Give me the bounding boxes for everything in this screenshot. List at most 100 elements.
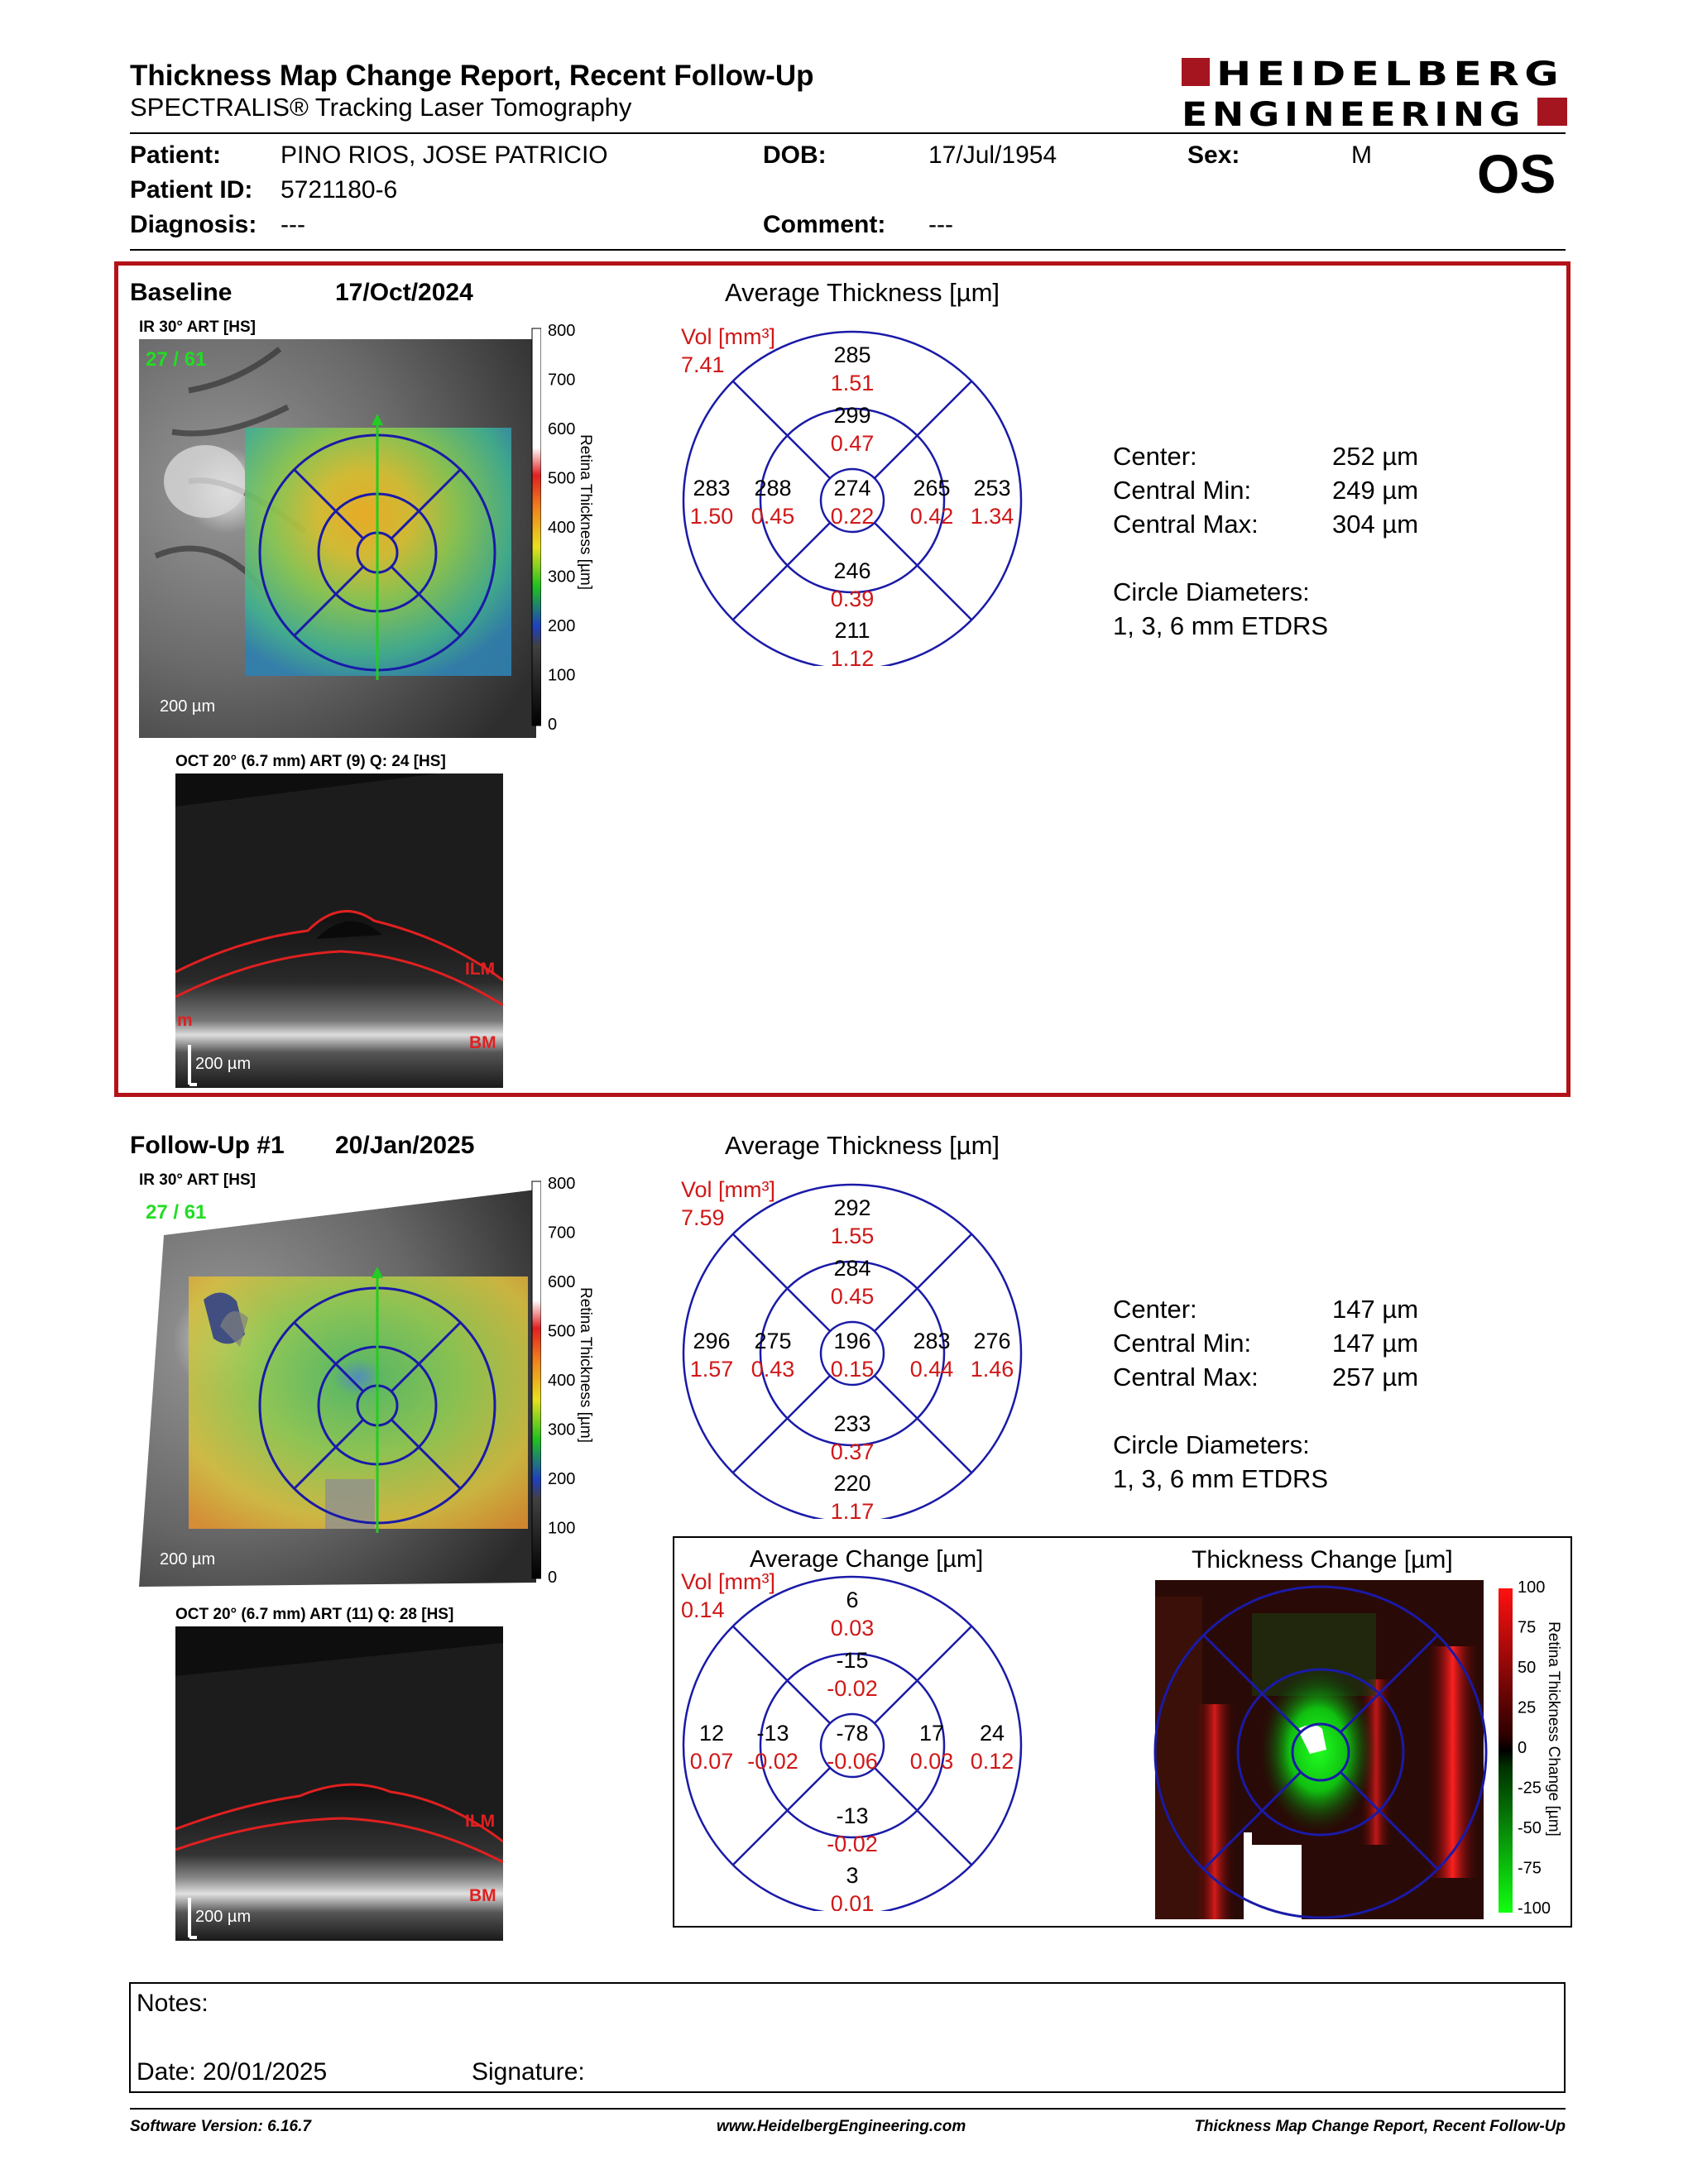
followup-grid-vol-total: 7.59: [681, 1205, 725, 1230]
followup-colorbar-ticks: 800 700 600 500 400 300 200 100 0: [546, 1169, 604, 1587]
dob-label: DOB:: [763, 141, 827, 169]
change-colorbar-tick: -25: [1518, 1779, 1542, 1798]
baseline-grid-vol-total: 7.41: [681, 352, 725, 377]
followup-grid-outer-top-thickness: 292: [833, 1195, 870, 1220]
followup-center-value: 147 µm: [1332, 1295, 1419, 1324]
followup-grid-outer-left-volume: 1.57: [690, 1357, 734, 1382]
baseline-grid-outer-right-thickness: 253: [973, 476, 1010, 500]
baseline-min-label: Central Min:: [1113, 476, 1252, 505]
footer-divider: [130, 2108, 1566, 2110]
baseline-grid-outer-top-thickness: 285: [833, 342, 870, 367]
followup-grid-outer-right-volume: 1.46: [971, 1357, 1014, 1382]
baseline-ir-scale: 200 µm: [160, 697, 215, 716]
baseline-colorbar-ticks: 800 700 600 500 400 300 200 100 0: [546, 316, 604, 734]
change-colorbar-title: Retina Thickness Change [µm]: [1541, 1621, 1566, 1886]
baseline-grid-outer-bottom-volume: 1.12: [831, 646, 875, 666]
followup-grid-outer-top-volume: 1.55: [831, 1224, 875, 1248]
baseline-frame-counter: 27 / 61: [146, 348, 206, 371]
baseline-grid-inner-bottom-volume: 0.39: [831, 587, 875, 611]
baseline-grid-inner-ring: [759, 407, 946, 594]
baseline-grid-center-thickness: 274: [833, 476, 870, 500]
followup-oct-label: OCT 20° (6.7 mm) ART (11) Q: 28 [HS]: [175, 1606, 454, 1623]
followup-etdrs-grid: Vol [mm³] 7.59 292 1.55 284 0.45 296 1.57 275 0.4…: [679, 1171, 1051, 1524]
logo-line2: ENGINEERING: [1182, 96, 1525, 132]
notes-date: Date: 20/01/2025: [137, 2058, 328, 2086]
baseline-grid-outer-right-volume: 1.34: [971, 504, 1014, 529]
baseline-colorbar-tick: 200: [548, 617, 575, 635]
change-grid-inner-top-volume: -0.02: [827, 1676, 878, 1701]
sex-value: M: [1351, 141, 1372, 169]
baseline-grid-inner-top-thickness: 299: [833, 403, 870, 428]
footer-url[interactable]: www.HeidelbergEngineering.com: [717, 2118, 966, 2135]
report-subtitle: SPECTRALIS® Tracking Laser Tomography: [130, 93, 632, 122]
baseline-center-value: 252 µm: [1332, 442, 1419, 471]
logo-line1: HEIDELBERG: [1216, 55, 1564, 93]
followup-grid-inner-left-thickness: 275: [754, 1329, 791, 1353]
sex-label: Sex:: [1187, 141, 1240, 169]
change-colorbar-tick: 75: [1518, 1619, 1536, 1637]
baseline-grid-outer-top-volume: 1.51: [831, 371, 875, 395]
svg-text:Retina Thickness [µm]: Retina Thickness [µm]: [577, 434, 594, 590]
change-grid-outer-top-thickness: 6: [846, 1588, 858, 1612]
change-grid-center-volume: -0.06: [827, 1749, 878, 1774]
patient-label: Patient:: [130, 141, 222, 169]
diagnosis-label: Diagnosis:: [130, 211, 257, 238]
change-grid-outer-right-volume: 0.12: [971, 1749, 1014, 1774]
baseline-ir-label: IR 30° ART [HS]: [139, 318, 256, 336]
baseline-grid-outer-bottom-thickness: 211: [834, 618, 870, 643]
change-grid-center-ring: [819, 1712, 885, 1779]
followup-oct-bscan: ILM BM 200 µm: [175, 1626, 504, 1941]
patient-id-value: 5721180-6: [281, 176, 398, 204]
followup-colorbar-tick: 800: [548, 1175, 575, 1193]
baseline-colorbar-tick: 800: [548, 322, 575, 340]
change-grid-center-thickness: -78: [836, 1721, 868, 1746]
followup-grid-center-volume: 0.15: [831, 1357, 875, 1382]
baseline-max-value: 304 µm: [1332, 510, 1419, 539]
followup-max-label: Central Max:: [1113, 1363, 1259, 1391]
followup-avg-thickness-title: Average Thickness [µm]: [725, 1131, 1000, 1160]
followup-diam-label: Circle Diameters:: [1113, 1430, 1310, 1459]
comment-value: ---: [928, 211, 953, 238]
eye-indicator: OS: [1477, 143, 1556, 204]
baseline-grid-inner-right-thickness: 265: [913, 476, 950, 500]
change-grid-inner-bottom-volume: -0.02: [827, 1832, 878, 1856]
patient-name: PINO RIOS, JOSE PATRICIO: [281, 141, 608, 169]
baseline-min-value: 249 µm: [1332, 476, 1419, 505]
notes-box[interactable]: [129, 1982, 1566, 2093]
followup-grid-vol-label: Vol [mm³]: [681, 1177, 775, 1202]
baseline-ir-thickness-map: IR 30° ART [HS] 27 / 61 200 µm: [139, 316, 542, 738]
followup-colorbar-tick: 700: [548, 1224, 575, 1243]
followup-bm-label: BM: [469, 1886, 496, 1905]
followup-ir-thickness-map: IR 30° ART [HS] 27 / 61 200 µm: [139, 1169, 542, 1591]
change-colorbar-ticks: 100 75 50 25 0 -25 -50 -75 -100: [1516, 1576, 1557, 1923]
notes-label: Notes:: [137, 1990, 209, 2017]
thickness-change-map-title: Thickness Change [µm]: [1192, 1546, 1453, 1573]
followup-colorbar-tick: 100: [548, 1520, 575, 1538]
footer-software-version: Software Version: 6.16.7: [130, 2118, 311, 2135]
report-title: Thickness Map Change Report, Recent Foll…: [130, 60, 814, 92]
comment-label: Comment:: [763, 211, 886, 238]
change-grid-outer-bottom-volume: 0.01: [831, 1891, 875, 1911]
patient-id-label: Patient ID:: [130, 176, 253, 204]
change-grid-inner-top-thickness: -15: [836, 1648, 868, 1673]
change-grid-inner-right-thickness: 17: [919, 1721, 944, 1746]
followup-colorbar-tick: 300: [548, 1421, 575, 1439]
baseline-grid-center-ring: [819, 467, 885, 534]
followup-ir-label: IR 30° ART [HS]: [139, 1171, 256, 1189]
header-divider: [130, 132, 1566, 134]
change-grid-inner-ring: [759, 1652, 946, 1839]
baseline-grid-inner-right-volume: 0.42: [910, 504, 954, 529]
followup-ir-scale: 200 µm: [160, 1550, 215, 1569]
change-grid-outer-left-thickness: 12: [699, 1721, 724, 1746]
baseline-diam-value: 1, 3, 6 mm ETDRS: [1113, 611, 1329, 640]
baseline-etdrs-grid: Vol [mm³] 7.41 285 1.51 299 0.47 283 1.50 288 0.4…: [679, 318, 1051, 671]
change-colorbar-tick: 0: [1518, 1739, 1527, 1757]
baseline-oct-label: OCT 20° (6.7 mm) ART (9) Q: 24 [HS]: [175, 753, 446, 770]
change-etdrs-grid: Vol [mm³] 0.14 6 0.03 -15 -0.02 12 0.07 -13 -0.02…: [679, 1564, 1051, 1916]
change-grid-inner-left-thickness: -13: [756, 1721, 789, 1746]
change-map-etdrs-overlay: [1153, 1585, 1488, 1919]
baseline-colorbar-tick: 600: [548, 420, 575, 438]
change-grid-outer-left-volume: 0.07: [690, 1749, 734, 1774]
svg-text:Retina Thickness [µm]: Retina Thickness [µm]: [577, 1287, 594, 1443]
followup-grid-inner-right-thickness: 283: [913, 1329, 950, 1353]
